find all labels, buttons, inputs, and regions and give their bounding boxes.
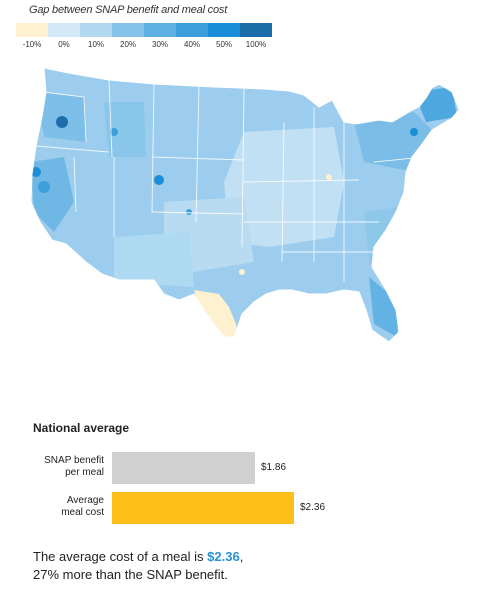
snap-benefit-bar (112, 452, 255, 484)
snap-benefit-label: SNAP benefit per meal (20, 455, 104, 479)
us-county-choropleth-map[interactable] (14, 62, 474, 352)
legend-swatch (240, 23, 272, 37)
meal-cost-label-line1: Average (66, 495, 104, 506)
legend-tick-labels: -10% 0% 10% 20% 30% 40% 50% 100% (16, 40, 276, 52)
summary-text: The average cost of a meal is $2.36, 27%… (33, 548, 243, 584)
legend-swatch (48, 23, 80, 37)
legend-tick: 10% (87, 40, 105, 49)
summary-text-before: The average cost of a meal is (33, 549, 208, 564)
legend-tick: 40% (183, 40, 201, 49)
legend-swatch (144, 23, 176, 37)
legend-color-scale (16, 23, 272, 37)
legend-swatch (16, 23, 48, 37)
summary-line2: 27% more than the SNAP benefit. (33, 567, 228, 582)
legend-swatch (176, 23, 208, 37)
legend-swatch (80, 23, 112, 37)
legend-swatch (112, 23, 144, 37)
legend-tick: 30% (151, 40, 169, 49)
legend-tick: 50% (215, 40, 233, 49)
legend-tick: 20% (119, 40, 137, 49)
snap-benefit-label-line2: per meal (65, 467, 104, 478)
snap-benefit-label-line1: SNAP benefit (44, 455, 104, 466)
meal-cost-bar (112, 492, 294, 524)
meal-cost-label-line2: meal cost (61, 507, 104, 518)
legend-tick: 100% (245, 40, 267, 49)
national-average-title: National average (33, 421, 130, 435)
legend-tick: -10% (22, 40, 42, 49)
snap-benefit-value: $1.86 (261, 462, 287, 473)
summary-line1: The average cost of a meal is $2.36, (33, 548, 243, 566)
us-map-svg (30, 67, 460, 343)
summary-text-after: , (239, 549, 244, 564)
legend-tick: 0% (58, 40, 70, 49)
summary-highlight-value: $2.36 (207, 549, 240, 564)
meal-cost-value: $2.36 (300, 502, 326, 513)
meal-cost-label: Average meal cost (20, 495, 104, 519)
legend-swatch (208, 23, 240, 37)
legend-title: Gap between SNAP benefit and meal cost (29, 4, 228, 16)
